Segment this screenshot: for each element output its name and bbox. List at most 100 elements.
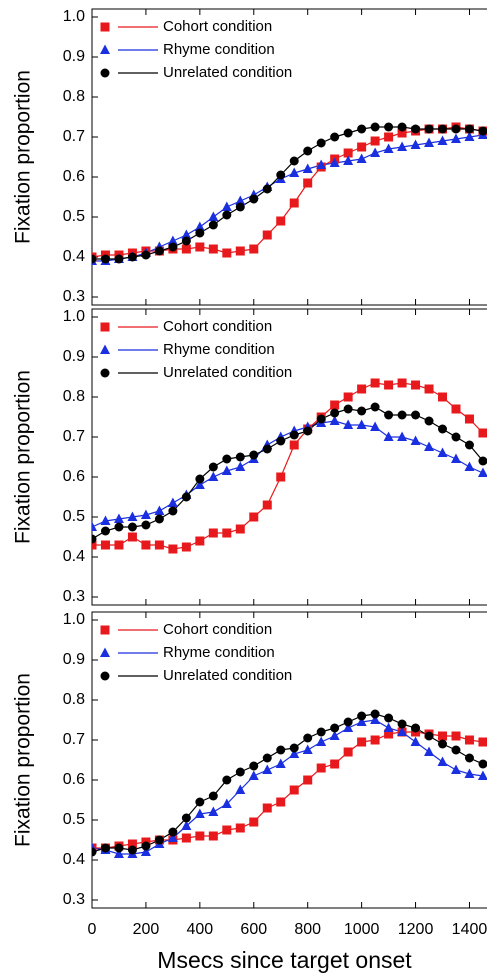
plot-frame	[91, 8, 487, 306]
marker-square	[181, 244, 191, 254]
marker-triangle	[356, 716, 367, 726]
marker-circle	[127, 522, 137, 532]
marker-square	[370, 735, 380, 745]
marker-triangle	[92, 521, 97, 531]
marker-triangle	[167, 497, 178, 507]
marker-triangle	[221, 201, 232, 211]
marker-triangle	[235, 195, 246, 205]
marker-circle	[222, 210, 232, 220]
y-tick-label: 0.5	[63, 208, 85, 225]
marker-circle	[92, 847, 97, 857]
marker-triangle	[329, 730, 340, 740]
marker-circle	[357, 711, 367, 721]
x-tick-label: 600	[240, 921, 267, 938]
marker-circle	[451, 432, 461, 442]
marker-circle	[303, 146, 313, 156]
marker-triangle	[343, 419, 354, 429]
marker-circle	[464, 124, 474, 134]
plot	[92, 378, 487, 554]
legend-marker	[100, 22, 110, 32]
marker-triangle	[154, 505, 165, 515]
marker-square	[276, 797, 286, 807]
legend-label: Unrelated condition	[163, 364, 292, 381]
marker-circle	[249, 194, 259, 204]
marker-circle	[330, 723, 340, 733]
marker-triangle	[100, 515, 111, 525]
marker-triangle	[410, 736, 421, 746]
marker-circle	[262, 753, 272, 763]
marker-triangle	[289, 748, 300, 758]
marker-square	[208, 244, 218, 254]
legend-label: Cohort condition	[163, 18, 272, 35]
plot-frame	[91, 308, 487, 606]
marker-circle	[154, 835, 164, 845]
marker-square	[343, 747, 353, 757]
y-tick-label: 0.6	[63, 168, 85, 185]
y-tick-label: 0.5	[63, 811, 85, 828]
marker-triangle	[302, 163, 313, 173]
marker-square	[357, 384, 367, 394]
plot-frame	[91, 611, 487, 909]
marker-square	[438, 731, 448, 741]
marker-triangle	[397, 141, 408, 151]
marker-triangle	[450, 764, 461, 774]
x-axis-label: Msecs since target onset	[157, 947, 412, 973]
marker-square	[424, 384, 434, 394]
y-tick-label: 0.3	[63, 891, 85, 908]
y-tick-label: 0.7	[63, 428, 85, 445]
marker-circle	[343, 717, 353, 727]
marker-square	[127, 839, 137, 849]
series-line	[92, 406, 484, 540]
marker-circle	[289, 156, 299, 166]
marker-triangle	[194, 479, 205, 489]
marker-square	[208, 831, 218, 841]
marker-square	[100, 540, 110, 550]
marker-triangle	[194, 221, 205, 231]
marker-square	[262, 500, 272, 510]
marker-circle	[424, 416, 434, 426]
marker-square	[235, 524, 245, 534]
marker-circle	[181, 236, 191, 246]
y-tick-label: 0.7	[63, 128, 85, 145]
legend-marker	[100, 647, 110, 657]
marker-square	[195, 536, 205, 546]
marker-square	[330, 400, 340, 410]
marker-square	[222, 825, 232, 835]
marker-triangle	[450, 133, 461, 143]
marker-circle	[424, 731, 434, 741]
y-tick-label: 0.6	[63, 771, 85, 788]
marker-square	[195, 242, 205, 252]
marker-circle	[438, 424, 448, 434]
marker-circle	[92, 534, 97, 544]
marker-triangle	[410, 435, 421, 445]
marker-circle	[357, 124, 367, 134]
marker-circle	[114, 254, 124, 264]
marker-square	[343, 392, 353, 402]
marker-circle	[411, 723, 421, 733]
plot	[92, 709, 487, 858]
y-tick-label: 0.4	[63, 248, 85, 265]
marker-triangle	[181, 229, 192, 239]
marker-triangle	[208, 211, 219, 221]
y-tick-label: 1.0	[63, 611, 85, 628]
y-tick-label: 0.6	[63, 468, 85, 485]
marker-triangle	[262, 764, 273, 774]
y-tick-label: 0.9	[63, 651, 85, 668]
marker-square	[289, 198, 299, 208]
marker-circle	[464, 440, 474, 450]
marker-circle	[384, 122, 394, 132]
marker-square	[438, 392, 448, 402]
legend-label: Cohort condition	[163, 318, 272, 335]
marker-square	[222, 528, 232, 538]
marker-circle	[303, 426, 313, 436]
marker-triangle	[464, 768, 475, 778]
y-axis-label: Fixation proportion	[12, 70, 35, 244]
marker-triangle	[302, 744, 313, 754]
x-tick-label: 1000	[344, 921, 380, 938]
marker-triangle	[397, 431, 408, 441]
marker-triangle	[235, 461, 246, 471]
x-tick-label: 1200	[398, 921, 434, 938]
marker-triangle	[410, 139, 421, 149]
marker-triangle	[397, 726, 408, 736]
